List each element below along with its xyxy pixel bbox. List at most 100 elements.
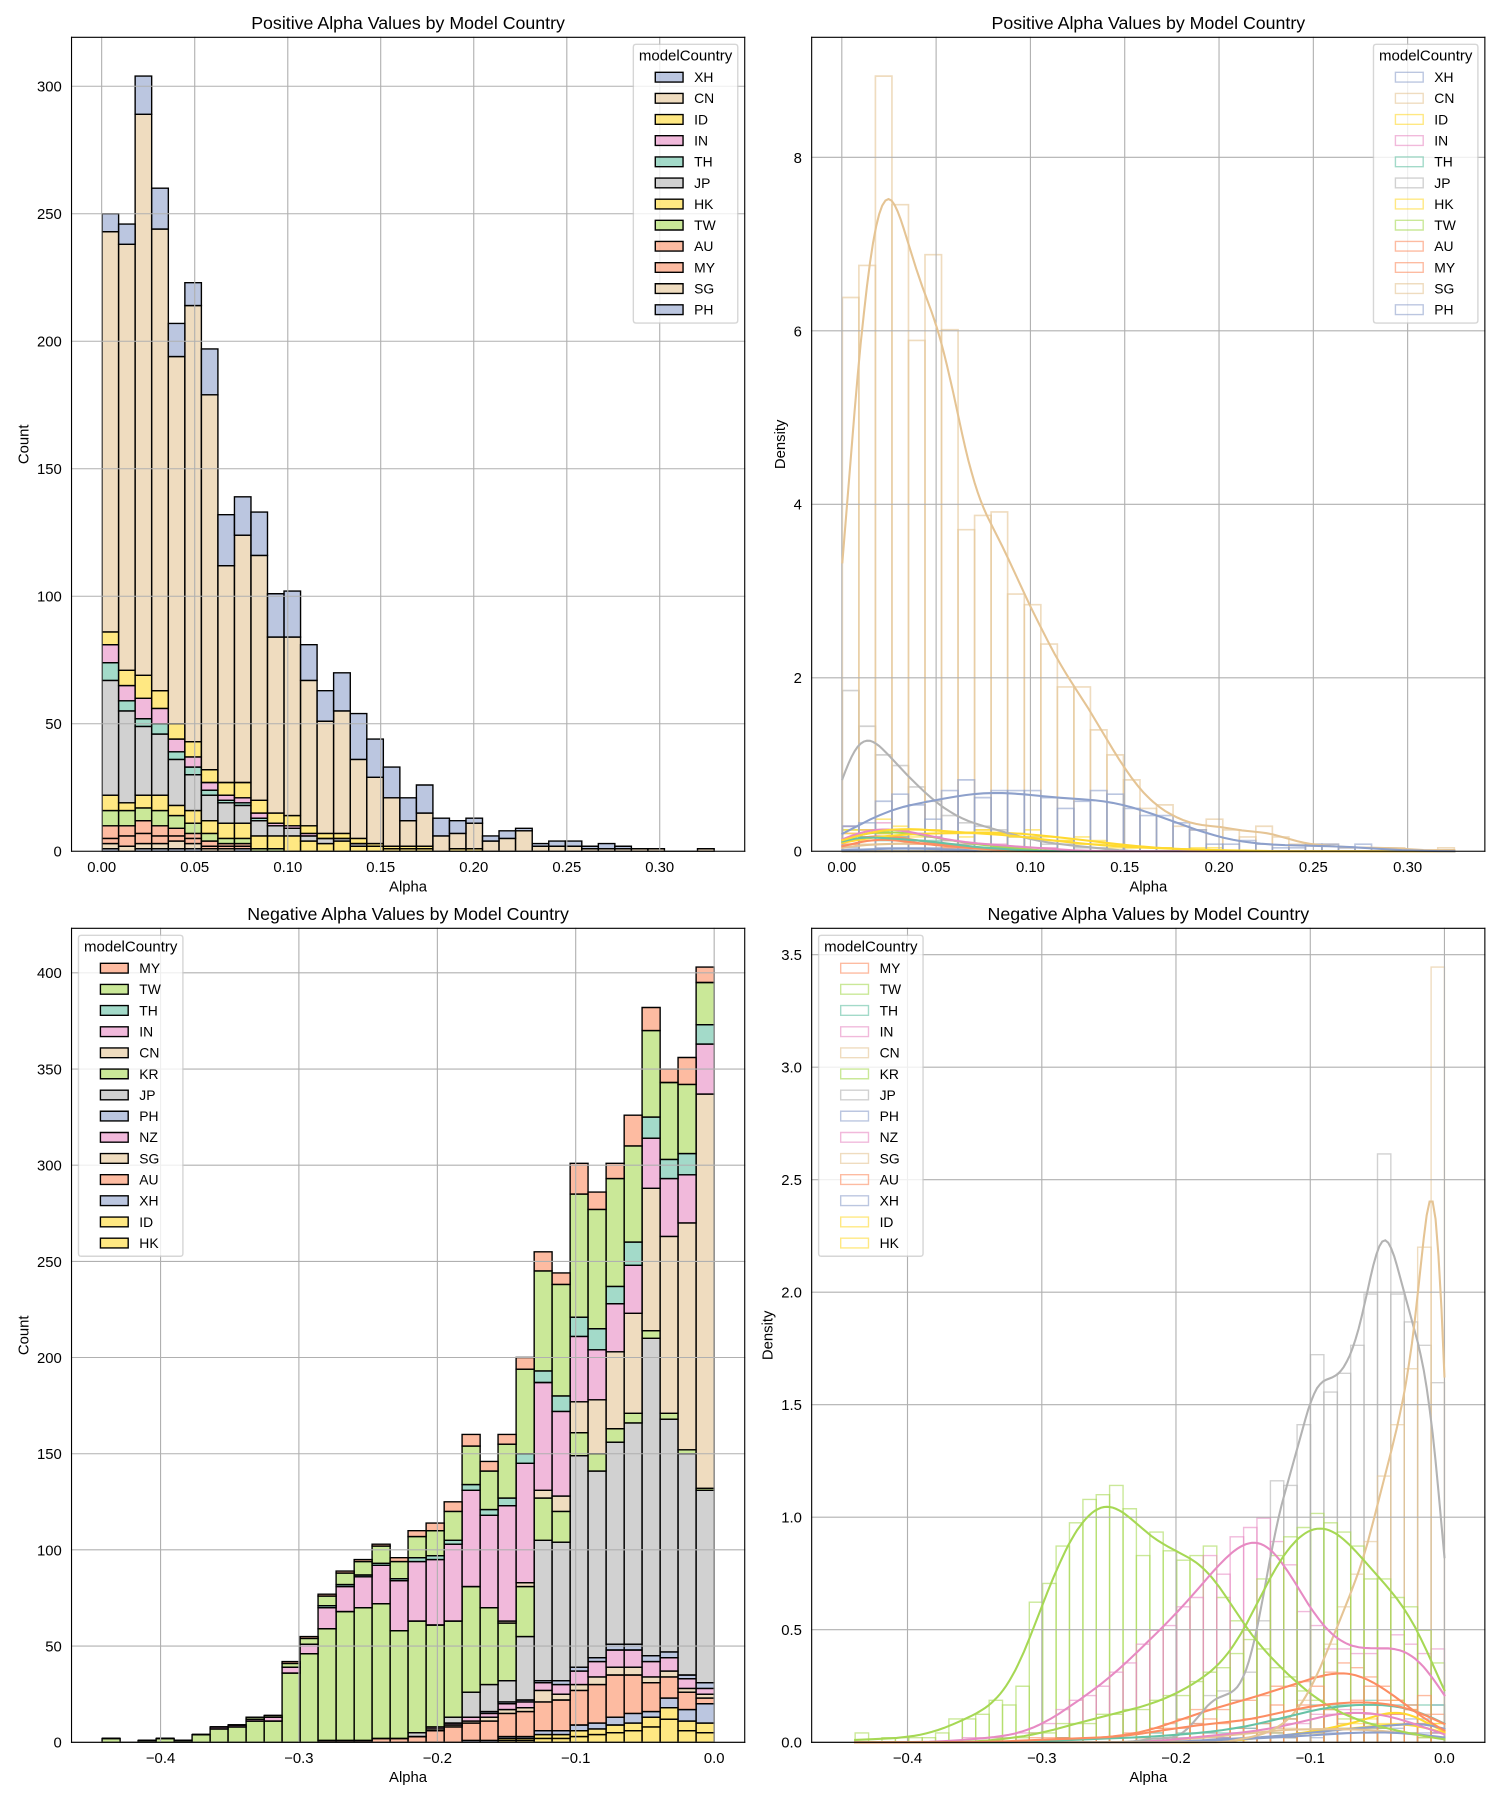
svg-text:CN: CN — [139, 1045, 159, 1061]
svg-text:350: 350 — [37, 1062, 62, 1078]
svg-text:TH: TH — [694, 154, 713, 170]
svg-text:Negative Alpha Values by Model: Negative Alpha Values by Model Country — [988, 904, 1310, 924]
svg-text:0: 0 — [794, 845, 802, 861]
svg-text:Density: Density — [773, 419, 789, 469]
svg-text:0.05: 0.05 — [180, 860, 209, 876]
svg-text:MY: MY — [1434, 259, 1455, 275]
svg-text:0.10: 0.10 — [273, 860, 302, 876]
svg-text:HK: HK — [694, 196, 714, 212]
svg-text:Negative Alpha Values by Model: Negative Alpha Values by Model Country — [247, 904, 569, 924]
svg-text:0.25: 0.25 — [1299, 860, 1328, 876]
svg-text:0.0: 0.0 — [1434, 1751, 1455, 1767]
svg-text:2.0: 2.0 — [781, 1286, 802, 1302]
svg-text:PH: PH — [1434, 302, 1453, 318]
svg-text:Positive Alpha Values by Model: Positive Alpha Values by Model Country — [251, 13, 565, 33]
svg-text:0.10: 0.10 — [1016, 860, 1045, 876]
svg-text:100: 100 — [37, 1543, 62, 1559]
svg-text:−0.3: −0.3 — [284, 1751, 313, 1767]
svg-text:JP: JP — [139, 1087, 155, 1103]
svg-text:2.5: 2.5 — [781, 1173, 802, 1189]
svg-text:8: 8 — [794, 151, 802, 167]
svg-text:Density: Density — [761, 1310, 777, 1360]
svg-text:200: 200 — [37, 335, 62, 351]
svg-text:−0.4: −0.4 — [146, 1751, 175, 1767]
svg-text:modelCountry: modelCountry — [639, 48, 733, 65]
svg-text:NZ: NZ — [880, 1129, 899, 1145]
svg-text:0: 0 — [54, 845, 62, 861]
svg-text:AU: AU — [1434, 238, 1453, 254]
svg-text:200: 200 — [37, 1351, 62, 1367]
svg-text:0.00: 0.00 — [827, 860, 856, 876]
svg-text:ID: ID — [139, 1214, 153, 1230]
svg-text:−0.3: −0.3 — [1027, 1751, 1056, 1767]
svg-text:modelCountry: modelCountry — [824, 939, 918, 956]
svg-text:300: 300 — [37, 80, 62, 96]
svg-text:NZ: NZ — [139, 1129, 158, 1145]
svg-text:PH: PH — [880, 1108, 899, 1124]
svg-text:−0.1: −0.1 — [561, 1751, 590, 1767]
svg-text:Alpha: Alpha — [1129, 879, 1168, 895]
svg-text:JP: JP — [1434, 175, 1450, 191]
svg-text:CN: CN — [880, 1045, 900, 1061]
svg-text:SG: SG — [694, 280, 714, 296]
svg-text:Count: Count — [16, 424, 32, 465]
svg-text:0.20: 0.20 — [1205, 860, 1234, 876]
svg-text:KR: KR — [880, 1066, 899, 1082]
svg-text:ID: ID — [1434, 111, 1448, 127]
svg-text:3.5: 3.5 — [781, 948, 802, 964]
svg-text:CN: CN — [1434, 90, 1454, 106]
svg-text:SG: SG — [139, 1150, 159, 1166]
svg-text:HK: HK — [880, 1235, 900, 1251]
svg-text:2: 2 — [794, 671, 802, 687]
svg-text:250: 250 — [37, 207, 62, 223]
svg-text:1.5: 1.5 — [781, 1398, 802, 1414]
svg-text:IN: IN — [1434, 132, 1448, 148]
svg-text:Count: Count — [16, 1315, 32, 1356]
svg-text:−0.2: −0.2 — [1161, 1751, 1190, 1767]
svg-text:−0.1: −0.1 — [1296, 1751, 1325, 1767]
svg-text:0.0: 0.0 — [704, 1751, 725, 1767]
svg-text:300: 300 — [37, 1159, 62, 1175]
svg-text:4: 4 — [794, 498, 802, 514]
svg-text:−0.4: −0.4 — [893, 1751, 922, 1767]
svg-text:PH: PH — [694, 302, 713, 318]
svg-text:CN: CN — [694, 90, 714, 106]
svg-text:0: 0 — [54, 1736, 62, 1752]
svg-text:3.0: 3.0 — [781, 1061, 802, 1077]
svg-text:0.05: 0.05 — [922, 860, 951, 876]
svg-text:0.25: 0.25 — [552, 860, 581, 876]
svg-text:0.20: 0.20 — [459, 860, 488, 876]
svg-text:150: 150 — [37, 1447, 62, 1463]
svg-text:TH: TH — [139, 1002, 158, 1018]
svg-text:IN: IN — [139, 1024, 153, 1040]
svg-text:XH: XH — [880, 1193, 899, 1209]
svg-text:150: 150 — [37, 462, 62, 478]
svg-text:TW: TW — [1434, 217, 1456, 233]
svg-text:−0.2: −0.2 — [423, 1751, 452, 1767]
svg-text:IN: IN — [694, 132, 708, 148]
svg-text:JP: JP — [880, 1087, 896, 1103]
svg-text:modelCountry: modelCountry — [84, 939, 178, 956]
svg-text:MY: MY — [694, 259, 715, 275]
svg-text:HK: HK — [1434, 196, 1454, 212]
svg-text:XH: XH — [139, 1193, 158, 1209]
svg-text:Alpha: Alpha — [1129, 1770, 1168, 1786]
svg-text:XH: XH — [1434, 69, 1453, 85]
svg-text:IN: IN — [880, 1024, 894, 1040]
svg-text:0.30: 0.30 — [645, 860, 674, 876]
svg-text:TW: TW — [139, 981, 161, 997]
svg-text:TW: TW — [694, 217, 716, 233]
svg-text:MY: MY — [139, 960, 160, 976]
svg-text:6: 6 — [794, 324, 802, 340]
svg-text:0.0: 0.0 — [781, 1736, 802, 1752]
svg-text:Alpha: Alpha — [389, 879, 428, 895]
svg-text:PH: PH — [139, 1108, 158, 1124]
svg-text:100: 100 — [37, 590, 62, 606]
svg-text:400: 400 — [37, 966, 62, 982]
svg-text:1.0: 1.0 — [781, 1511, 802, 1527]
svg-text:XH: XH — [694, 69, 713, 85]
svg-text:ID: ID — [694, 111, 708, 127]
svg-text:AU: AU — [694, 238, 713, 254]
svg-text:MY: MY — [880, 960, 901, 976]
svg-text:modelCountry: modelCountry — [1379, 48, 1473, 65]
